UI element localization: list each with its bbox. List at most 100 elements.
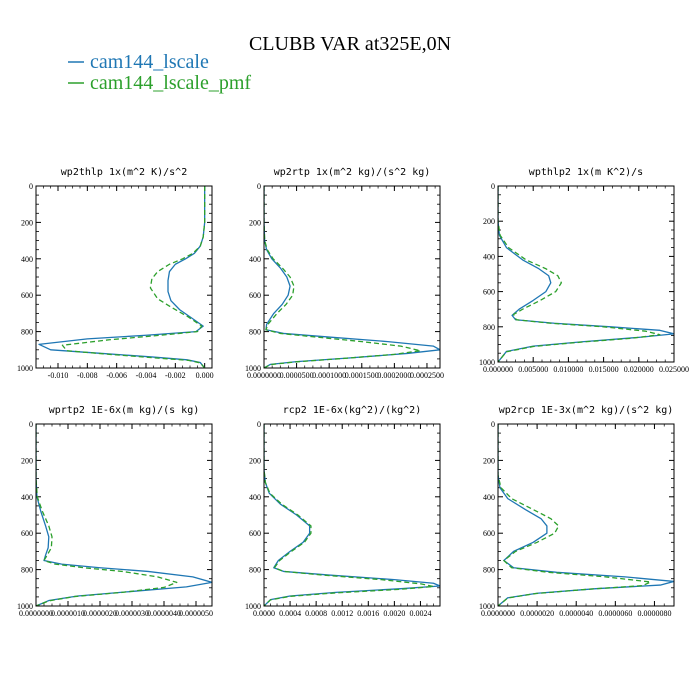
y-tick-label: 800 [21, 328, 33, 337]
plot-frame [497, 185, 675, 363]
panel-title: wp2rtp 1x(m^2 kg)/(s^2 kg) [274, 167, 431, 178]
figure-title: CLUBB VAR at325E,0N [249, 33, 451, 55]
panel-title: wpthlp2 1x(m K^2)/s [529, 167, 643, 178]
x-tick-label: 0.0002000 [377, 371, 411, 380]
legend-label-lscale: cam144_lscale [90, 51, 209, 73]
y-tick-label: 600 [249, 529, 261, 538]
y-tick-label: 400 [249, 493, 261, 502]
plot-frame [35, 423, 213, 607]
x-tick-label: -0.004 [136, 371, 157, 380]
x-tick-label: 0.0000040 [559, 609, 593, 618]
panel-title: wprtp2 1E-6x(m kg)/(s kg) [49, 405, 200, 416]
x-tick-label: 0.0024 [409, 609, 431, 618]
x-tick-label: 0.0000010 [51, 609, 85, 618]
y-tick-label: 200 [21, 456, 33, 465]
series-line-cam144-lscale-pmf [264, 424, 435, 606]
y-tick-label: 200 [249, 218, 261, 227]
y-tick-label: 0 [257, 182, 261, 191]
x-tick-label: 0.0001000 [312, 371, 346, 380]
x-tick-label: 0.0000 [253, 609, 275, 618]
y-tick-label: 400 [483, 252, 495, 261]
x-tick-label: 0.0002500 [410, 371, 444, 380]
plot-frame [263, 185, 441, 369]
x-tick-label: -0.008 [77, 371, 98, 380]
x-tick-label: -0.010 [48, 371, 69, 380]
series-line-cam144-lscale-pmf [36, 424, 178, 606]
x-tick-label: 0.0000040 [147, 609, 181, 618]
x-tick-label: 0.0000050 [179, 609, 213, 618]
x-tick-label: 0.0020 [383, 609, 405, 618]
plot-frame [497, 423, 675, 607]
x-tick-label: 0.0001500 [345, 371, 379, 380]
y-tick-label: 1000 [479, 358, 495, 367]
y-tick-label: 1000 [245, 364, 261, 373]
x-tick-label: 0.025000 [659, 365, 689, 374]
x-tick-label: 0.0000080 [637, 609, 671, 618]
panel-5: rcp2 1E-6x(kg^2)/(kg^2) 0 200 400 600 800 1000… [245, 405, 441, 618]
x-tick-label: 0.0000500 [280, 371, 314, 380]
x-tick-label: 0.010000 [553, 365, 583, 374]
x-tick-label: 0.020000 [624, 365, 654, 374]
y-tick-label: 800 [21, 566, 33, 575]
x-tick-label: 0.0016 [357, 609, 379, 618]
y-tick-label: 800 [483, 566, 495, 575]
y-tick-label: 1000 [479, 602, 495, 611]
panel-2: wp2rtp 1x(m^2 kg)/(s^2 kg) 0 200 400 600 800 1… [245, 167, 444, 380]
y-tick-label: 600 [21, 291, 33, 300]
y-tick-label: 400 [249, 255, 261, 264]
x-tick-label: 0.0000020 [83, 609, 117, 618]
y-tick-label: 0 [257, 420, 261, 429]
series-line-cam144-lscale-pmf [498, 424, 652, 606]
panels: wp2thlp 1x(m^2 K)/s^2 0 200 400 600 800 1000 -0… [17, 167, 689, 618]
panel-title: wp2rcp 1E-3x(m^2 kg)/(s^2 kg) [499, 405, 674, 416]
y-tick-label: 200 [483, 456, 495, 465]
y-tick-label: 400 [21, 255, 33, 264]
y-tick-label: 800 [483, 323, 495, 332]
y-tick-label: 200 [21, 218, 33, 227]
panel-title: wp2thlp 1x(m^2 K)/s^2 [61, 167, 187, 178]
y-tick-label: 1000 [17, 364, 33, 373]
y-tick-label: 0 [29, 182, 33, 191]
x-tick-label: 0.0000000 [247, 371, 281, 380]
y-tick-label: 600 [483, 529, 495, 538]
x-tick-label: 0.0000060 [598, 609, 632, 618]
x-tick-label: -0.002 [165, 371, 186, 380]
panel-3: wpthlp2 1x(m K^2)/s020040060080010000.00… [479, 167, 689, 374]
y-tick-label: 200 [483, 217, 495, 226]
legend-label-lscale-pmf: cam144_lscale_pmf [90, 72, 251, 94]
series-line-cam144-lscale [264, 424, 440, 606]
y-tick-label: 400 [483, 493, 495, 502]
x-tick-label: 0.0004 [279, 609, 301, 618]
plot-frame [263, 423, 441, 607]
x-tick-label: 0.005000 [518, 365, 548, 374]
x-tick-label: 0.0000020 [520, 609, 554, 618]
y-tick-label: 800 [249, 566, 261, 575]
series-line-cam144-lscale-pmf [264, 186, 422, 368]
x-tick-label: 0.0000000 [481, 609, 515, 618]
x-tick-label: 0.0008 [305, 609, 327, 618]
y-tick-label: 400 [21, 493, 33, 502]
y-tick-label: 200 [249, 456, 261, 465]
y-tick-label: 600 [21, 529, 33, 538]
y-tick-label: 0 [29, 420, 33, 429]
x-tick-label: 0.000 [196, 371, 214, 380]
y-tick-label: 0 [491, 420, 495, 429]
y-tick-label: 600 [249, 291, 261, 300]
x-tick-label: 0.0012 [331, 609, 353, 618]
panel-4: wprtp2 1E-6x(m kg)/(s kg) 0 200 400 600 800 10… [17, 405, 213, 618]
panel-1: wp2thlp 1x(m^2 K)/s^2 0 200 400 600 800 1000 -0… [17, 167, 214, 380]
x-tick-label: 0.000000 [483, 365, 513, 374]
y-tick-label: 800 [249, 328, 261, 337]
y-tick-label: 1000 [245, 602, 261, 611]
panel-title: rcp2 1E-6x(kg^2)/(kg^2) [283, 405, 421, 416]
x-tick-label: 0.0000000 [19, 609, 53, 618]
series-line-cam144-lscale-pmf [498, 186, 661, 362]
y-tick-label: 1000 [17, 602, 33, 611]
legend: cam144_lscale cam144_lscale_pmf [68, 51, 251, 94]
plot-frame [35, 185, 213, 369]
y-tick-label: 0 [491, 182, 495, 191]
series-line-cam144-lscale-pmf [61, 186, 206, 368]
panel-6: wp2rcp 1E-3x(m^2 kg)/(s^2 kg) 0 200 400 600 8… [479, 405, 675, 618]
